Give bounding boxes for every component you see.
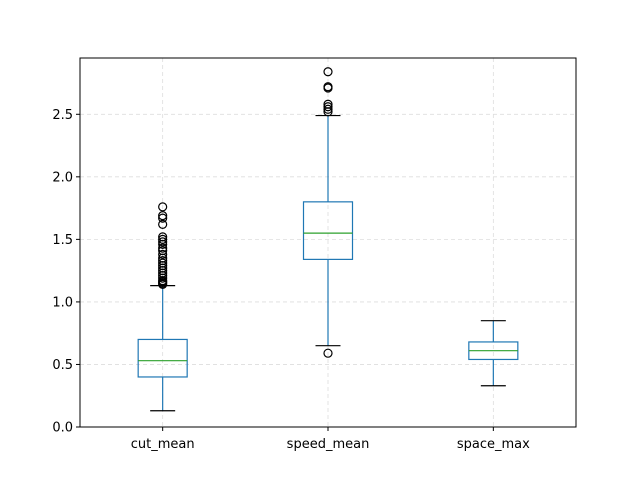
box-space_max (468, 320, 519, 387)
outlier-point (323, 102, 333, 112)
outlier-point (158, 256, 168, 266)
y-tick-label: 0.0 (52, 421, 73, 436)
outlier-point (158, 213, 168, 223)
outlier-point (158, 237, 168, 247)
outlier-point (158, 258, 168, 268)
outlier-point (323, 348, 333, 358)
box-speed_mean (302, 67, 354, 358)
outlier-point (323, 82, 333, 92)
outlier-point (158, 211, 168, 221)
outlier-point (323, 104, 333, 114)
outlier-point (323, 99, 333, 109)
outlier-point (158, 249, 168, 259)
y-tick-label: 1.5 (52, 233, 73, 248)
outlier-point (158, 243, 168, 253)
outlier-point (158, 234, 168, 244)
outlier-point (323, 67, 333, 77)
plot-frame (79, 57, 577, 428)
outlier-point (158, 246, 168, 256)
outlier-point (158, 232, 168, 242)
box-series (137, 67, 519, 412)
y-tick-label: 1.0 (52, 295, 73, 310)
x-tick-label-cut_mean: cut_mean (131, 437, 195, 452)
box-body (302, 201, 354, 260)
y-tick-label: 0.5 (52, 358, 73, 373)
y-tick-label: 2.0 (52, 170, 73, 185)
outlier-point (158, 202, 168, 212)
y-tick-label: 2.5 (52, 108, 73, 123)
box-cut_mean (137, 202, 188, 412)
x-tick-label-speed_mean: speed_mean (287, 437, 370, 452)
outlier-point (158, 219, 168, 229)
y-axis-ticks: 0.0 0.5 1.0 1.5 2.0 2.5 (52, 108, 80, 436)
x-tick-label-space_max: space_max (457, 437, 530, 452)
box-body (137, 338, 188, 378)
x-axis-ticks: cut_mean speed_mean space_max (131, 427, 530, 452)
